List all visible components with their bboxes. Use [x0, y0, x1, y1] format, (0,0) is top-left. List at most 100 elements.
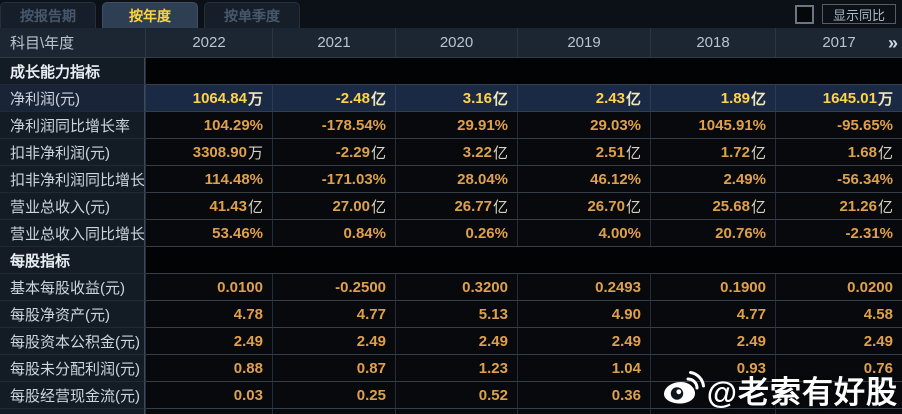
value-cell: 29.91% [395, 112, 517, 139]
value-cell: 25.68 亿 [650, 193, 775, 220]
row-label: 每股净资产(元) [0, 301, 145, 328]
value-cell: 1645.01 万 [775, 85, 902, 112]
row-label: 每股资本公积金(元) [0, 328, 145, 355]
value-cell: 28.04% [395, 166, 517, 193]
value-cell [395, 409, 517, 414]
value-cell [775, 382, 902, 409]
value-cell: -56.34% [775, 166, 902, 193]
table-row: 每股未分配利润(元) 0.88 0.87 1.23 1.04 0.93 0.76 [0, 355, 902, 382]
year-header-2018: 2018 [650, 28, 775, 57]
year-header-2021: 2021 [272, 28, 395, 57]
value-cell: 1.89 亿 [650, 85, 775, 112]
value-cell: 0.1900 [650, 274, 775, 301]
value-cell: 2.51 亿 [517, 139, 650, 166]
value-cell: 27.00 亿 [272, 193, 395, 220]
value-cell: 0.03 [145, 382, 272, 409]
value-cell: 0.0200 [775, 274, 902, 301]
tab-annual[interactable]: 按年度 [102, 2, 198, 28]
value-cell: -0.2500 [272, 274, 395, 301]
table-row: 营业总收入(元) 41.43 亿 27.00 亿 26.77 亿 26.70 亿 25.68 亿 21… [0, 193, 902, 220]
section-row: 成长能力指标 [0, 58, 902, 85]
value-cell: 0.0100 [145, 274, 272, 301]
value-cell: 4.58 [775, 301, 902, 328]
row-label: 每股指标 [0, 247, 145, 274]
value-cell: 2.49 [775, 328, 902, 355]
value-cell: 26.77 亿 [395, 193, 517, 220]
tab-report-period[interactable]: 按报告期 [0, 2, 96, 28]
tabbar-controls: 显示同比 [794, 4, 896, 24]
value-cell: 53.46% [145, 220, 272, 247]
row-label: 基本每股收益(元) [0, 274, 145, 301]
value-cell [775, 409, 902, 414]
value-cell: 2.49 [272, 328, 395, 355]
value-cell [517, 409, 650, 414]
value-cell [650, 409, 775, 414]
table-row: 每股资本公积金(元) 2.49 2.49 2.49 2.49 2.49 2.49 [0, 328, 902, 355]
more-years-icon[interactable]: » [887, 32, 898, 53]
row-label: 每股未分配利润(元) [0, 355, 145, 382]
corner-header-label: 科目\年度 [10, 35, 75, 52]
table-body: 成长能力指标 净利润(元) 1064.84 万 -2.48 亿 3.16 亿 2.43 亿 1.89… [0, 58, 902, 414]
value-cell: 3.22 亿 [395, 139, 517, 166]
value-cell: 20.76% [650, 220, 775, 247]
show-yoy-checkbox[interactable] [794, 4, 814, 24]
row-label: 净利润同比增长率 [0, 112, 145, 139]
value-cell: 0.84% [272, 220, 395, 247]
table-row: 净利润同比增长率 104.29% -178.54% 29.91% 29.03% 1045.… [0, 112, 902, 139]
value-cell: 2.49 [395, 328, 517, 355]
value-cell: 114.48% [145, 166, 272, 193]
value-cell: 21.26 亿 [775, 193, 902, 220]
value-cell: 1.68 亿 [775, 139, 902, 166]
table-row: 基本每股收益(元) 0.0100 -0.2500 0.3200 0.2493 0.1900… [0, 274, 902, 301]
value-cell: 1.04 [517, 355, 650, 382]
value-cell: 4.00% [517, 220, 650, 247]
value-cell: -171.03% [272, 166, 395, 193]
row-label [0, 409, 145, 414]
row-label: 净利润(元) [0, 85, 145, 112]
year-header-2019: 2019 [517, 28, 650, 57]
value-cell: 4.90 [517, 301, 650, 328]
tab-bar: 按报告期 按年度 按单季度 显示同比 [0, 0, 902, 28]
value-cell: 2.43 亿 [517, 85, 650, 112]
year-header-2017: 2017 [775, 28, 902, 57]
table-row: 每股净资产(元) 4.78 4.77 5.13 4.90 4.77 4.58 [0, 301, 902, 328]
value-cell: 0.93 [650, 355, 775, 382]
value-cell [145, 409, 272, 414]
value-cell: 0.88 [145, 355, 272, 382]
show-yoy-button[interactable]: 显示同比 [821, 4, 896, 24]
value-cell: 0.26% [395, 220, 517, 247]
value-cell: -2.29 亿 [272, 139, 395, 166]
value-cell: -95.65% [775, 112, 902, 139]
value-cell: 4.77 [272, 301, 395, 328]
value-cell: 0.87 [272, 355, 395, 382]
table-row: 扣非净利润同比增长率114.48%-171.03%28.04%46.12%2.4… [0, 166, 902, 193]
value-cell: 0.76 [775, 355, 902, 382]
value-cell: 5.13 [395, 301, 517, 328]
year-header-2020: 2020 [395, 28, 517, 57]
value-cell: 0.25 [272, 382, 395, 409]
value-cell: -178.54% [272, 112, 395, 139]
table-row: 扣非净利润(元) 3308.90 万 -2.29 亿 3.22 亿 2.51 亿 1.72 亿 1.6… [0, 139, 902, 166]
table-row: 净利润(元) 1064.84 万 -2.48 亿 3.16 亿 2.43 亿 1.89 亿 1645.… [0, 85, 902, 112]
section-blank-area [145, 247, 902, 274]
value-cell: 0.36 [517, 382, 650, 409]
value-cell: 4.77 [650, 301, 775, 328]
table-row [0, 409, 902, 414]
value-cell: 0.52 [395, 382, 517, 409]
row-label: 营业总收入同比增长率 [0, 220, 145, 247]
value-cell: 2.49 [145, 328, 272, 355]
value-cell: 46.12% [517, 166, 650, 193]
row-label: 扣非净利润(元) [0, 139, 145, 166]
value-cell: 104.29% [145, 112, 272, 139]
row-label: 每股经营现金流(元) [0, 382, 145, 409]
tab-single-quarter[interactable]: 按单季度 [204, 2, 300, 28]
value-cell: -2.48 亿 [272, 85, 395, 112]
value-cell [650, 382, 775, 409]
section-blank-area [145, 58, 902, 85]
value-cell: 2.49% [650, 166, 775, 193]
row-label: 扣非净利润同比增长率 [0, 166, 145, 193]
table-row: 营业总收入同比增长率53.46%0.84%0.26%4.00%20.76%-2.… [0, 220, 902, 247]
value-cell: 0.3200 [395, 274, 517, 301]
value-cell: 3308.90 万 [145, 139, 272, 166]
